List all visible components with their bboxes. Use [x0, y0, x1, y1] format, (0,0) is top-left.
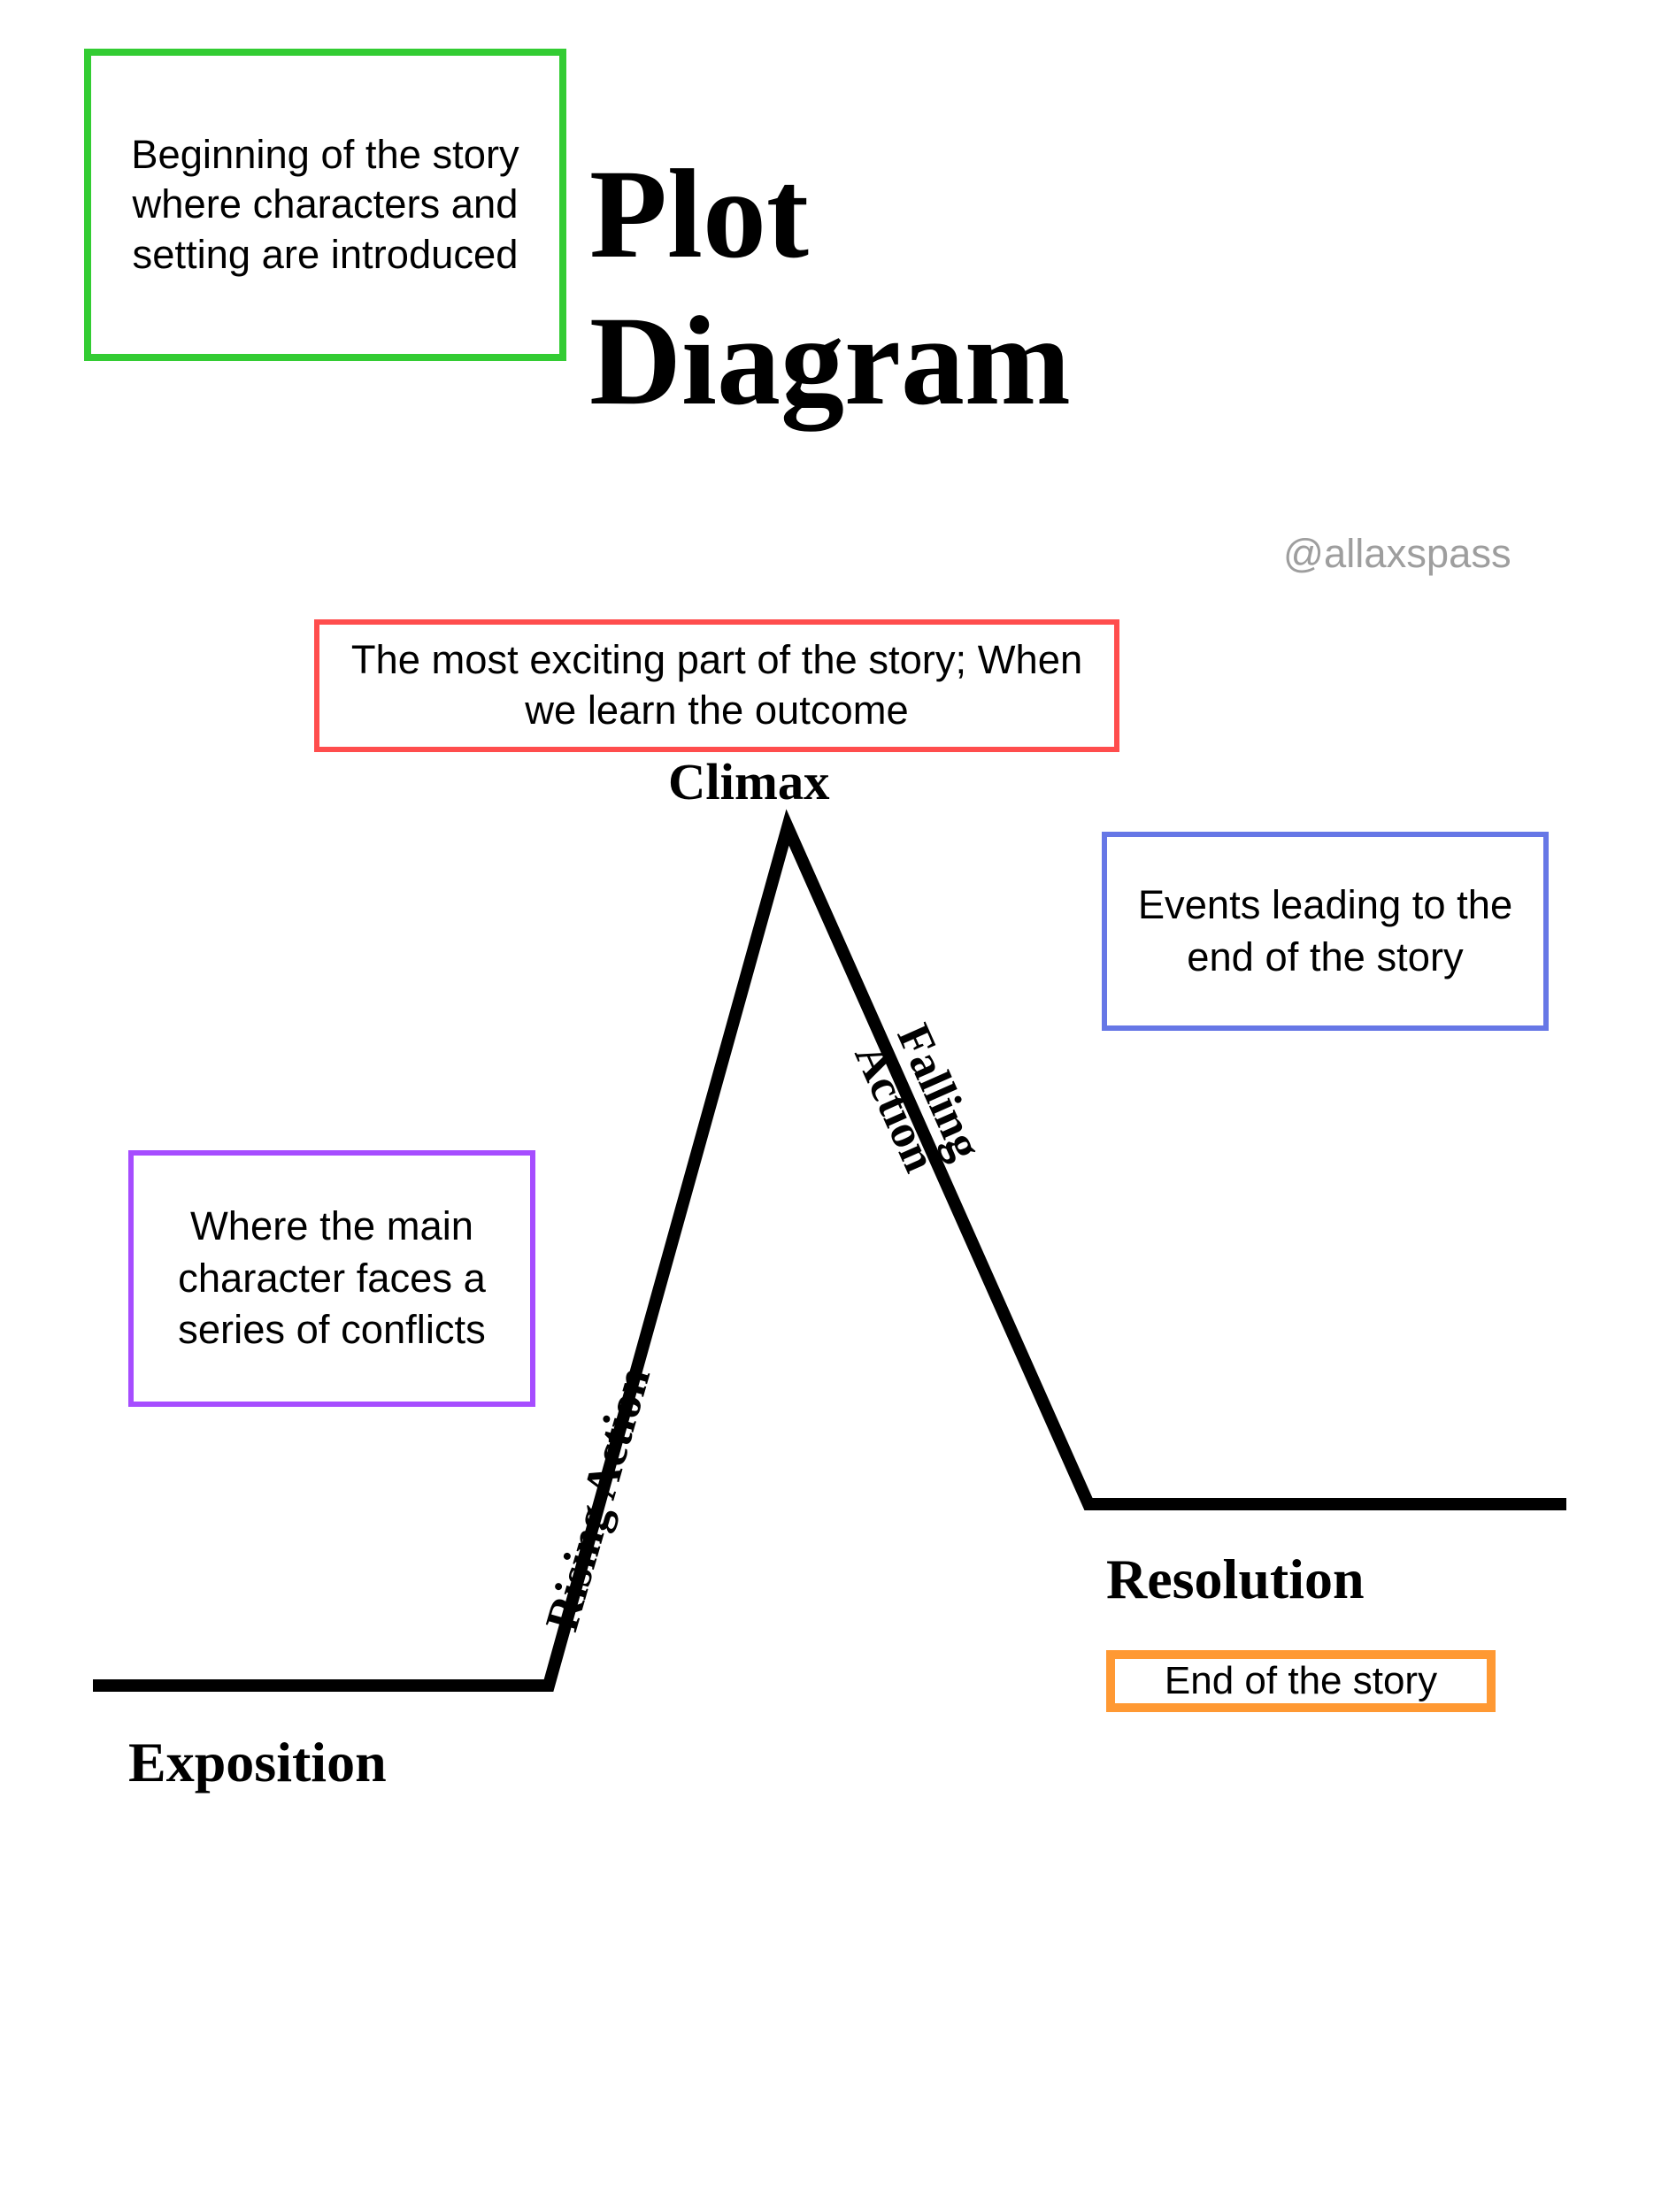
- rising-action-description-box: Where the main character faces a series …: [128, 1150, 535, 1407]
- rising-action-description-text: Where the main character faces a series …: [153, 1201, 511, 1357]
- falling-action-description-box: Events leading to the end of the story: [1102, 832, 1549, 1031]
- climax-label-text: Climax: [668, 753, 829, 810]
- resolution-label: Resolution: [1106, 1547, 1365, 1612]
- credit-text: @allaxspass: [1283, 531, 1511, 576]
- climax-label: Climax: [668, 752, 829, 811]
- climax-description-box: The most exciting part of the story; Whe…: [314, 619, 1119, 752]
- rising-action-label-text: Rising Action: [535, 1361, 660, 1636]
- falling-action-description-text: Events leading to the end of the story: [1128, 879, 1522, 984]
- diagram-title: Plot Diagram: [589, 142, 1071, 434]
- exposition-label-text: Exposition: [128, 1731, 387, 1793]
- resolution-description-text: End of the story: [1119, 1660, 1483, 1702]
- author-credit: @allaxspass: [1283, 531, 1511, 577]
- exposition-label: Exposition: [128, 1730, 387, 1795]
- resolution-description-box: End of the story: [1106, 1650, 1496, 1712]
- plot-diagram-stage: Plot Diagram @allaxspass Beginning of th…: [0, 0, 1669, 2212]
- climax-description-text: The most exciting part of the story; Whe…: [330, 635, 1104, 735]
- rising-action-label: Rising Action: [534, 1361, 661, 1637]
- title-line-2: Diagram: [589, 291, 1071, 432]
- exposition-description-box: Beginning of the story where characters …: [84, 49, 566, 361]
- resolution-label-text: Resolution: [1106, 1548, 1365, 1610]
- title-line-1: Plot: [589, 144, 809, 285]
- exposition-description-text: Beginning of the story where characters …: [116, 130, 535, 280]
